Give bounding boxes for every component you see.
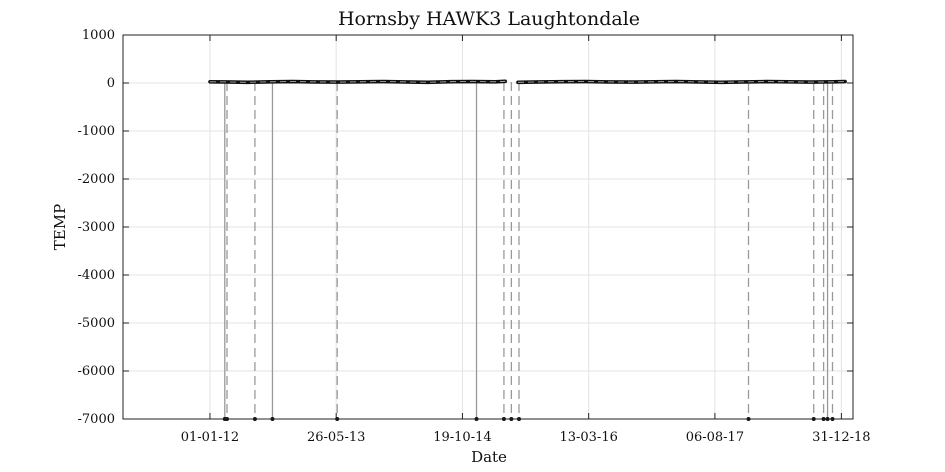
x-tick-label: 26-05-13 <box>307 430 365 445</box>
tick-labels: 1000 0 -1000 -2000 -3000 -4000 -5000 -6000 -7000… <box>78 28 871 445</box>
axis-ticks <box>123 34 853 420</box>
y-tick-label: -6000 <box>78 364 115 379</box>
drop-spikes <box>222 82 835 421</box>
y-tick-label: 1000 <box>82 28 115 43</box>
y-tick-label: -4000 <box>78 268 115 283</box>
x-tick-label: 01-01-12 <box>181 430 239 445</box>
grid <box>123 34 853 420</box>
x-tick-label: 31-12-18 <box>812 430 870 445</box>
y-axis-label: TEMP <box>51 204 69 250</box>
y-tick-label: -5000 <box>78 316 115 331</box>
y-tick-label: -7000 <box>78 412 115 427</box>
x-tick-label: 06-08-17 <box>686 430 744 445</box>
y-tick-label: 0 <box>107 76 115 91</box>
y-tick-label: -1000 <box>78 124 115 139</box>
x-axis-label: Date <box>471 448 507 466</box>
x-tick-label: 13-03-16 <box>559 430 617 445</box>
x-tick-label: 19-10-14 <box>433 430 491 445</box>
series-line-highlight <box>517 81 846 83</box>
y-tick-label: -3000 <box>78 220 115 235</box>
plot-frame <box>122 34 854 420</box>
y-tick-label: -2000 <box>78 172 115 187</box>
series-line-highlight <box>209 80 506 83</box>
chart-title: Hornsby HAWK3 Laughtondale <box>338 8 640 30</box>
series-lines <box>208 79 847 85</box>
